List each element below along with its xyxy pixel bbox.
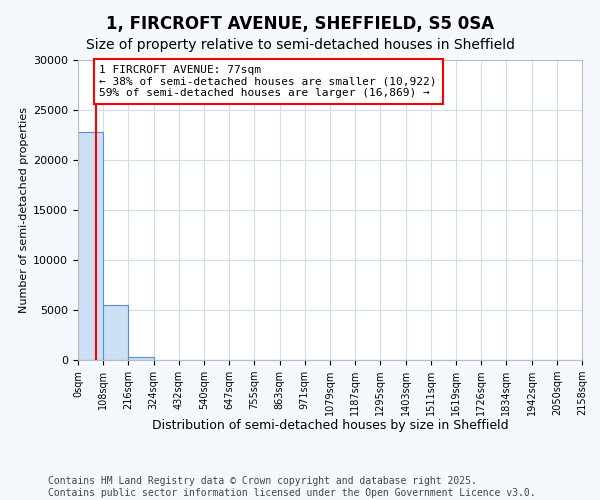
Text: 1 FIRCROFT AVENUE: 77sqm
← 38% of semi-detached houses are smaller (10,922)
59% : 1 FIRCROFT AVENUE: 77sqm ← 38% of semi-d… [100,65,437,98]
Text: Contains HM Land Registry data © Crown copyright and database right 2025.
Contai: Contains HM Land Registry data © Crown c… [48,476,536,498]
Y-axis label: Number of semi-detached properties: Number of semi-detached properties [19,107,29,313]
Text: Size of property relative to semi-detached houses in Sheffield: Size of property relative to semi-detach… [86,38,515,52]
Text: 1, FIRCROFT AVENUE, SHEFFIELD, S5 0SA: 1, FIRCROFT AVENUE, SHEFFIELD, S5 0SA [106,15,494,33]
Bar [128,356,154,360]
Bar [78,132,103,360]
Bar [103,305,128,360]
X-axis label: Distribution of semi-detached houses by size in Sheffield: Distribution of semi-detached houses by … [152,420,508,432]
